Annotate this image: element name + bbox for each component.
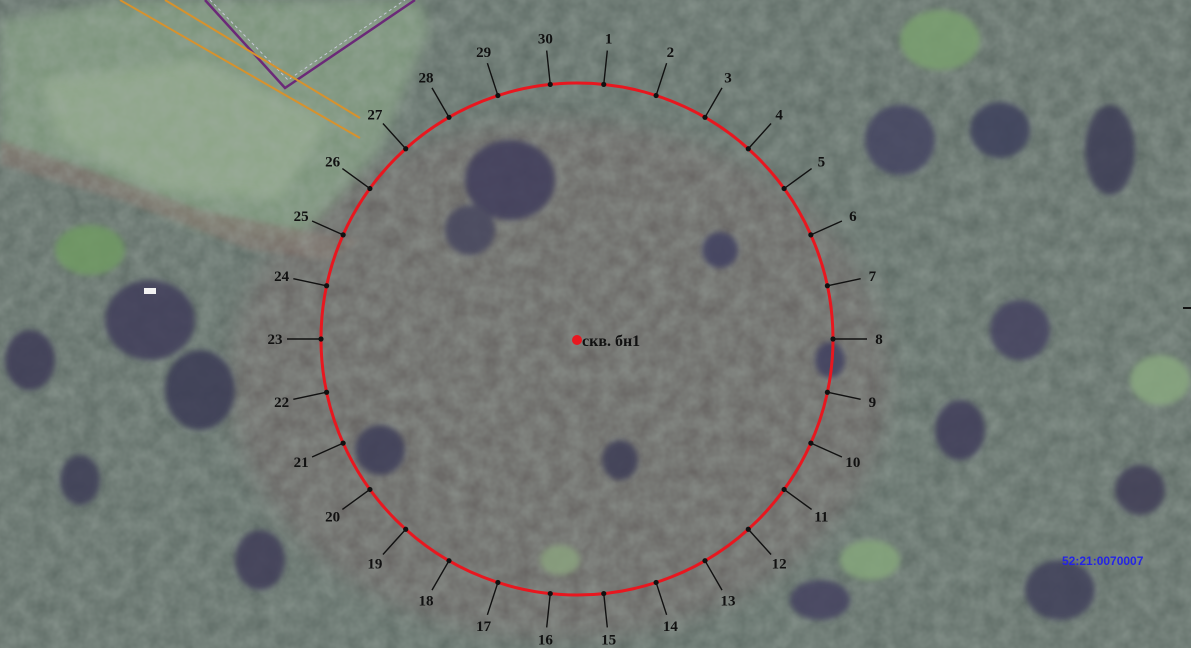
well-marker: скв. бн1 [572, 333, 640, 350]
point-leader-line [545, 593, 551, 628]
point-leader-line [827, 391, 861, 400]
point-leader-line [486, 62, 499, 96]
point-leader-line [341, 167, 371, 190]
boundary-point [601, 590, 607, 597]
boundary-point-label: 1 [605, 32, 613, 48]
boundary-point-label: 4 [775, 108, 783, 124]
boundary-point [781, 486, 787, 493]
boundary-point-label: 11 [814, 510, 828, 526]
boundary-point-label: 2 [667, 45, 675, 61]
white-marker [144, 288, 156, 294]
boundary-point-label: 5 [818, 154, 826, 170]
point-leader-line [293, 391, 327, 400]
well-point-icon [572, 335, 582, 345]
boundary-point [340, 232, 346, 238]
boundary-point [653, 92, 659, 99]
point-leader-line [293, 278, 327, 287]
boundary-point [653, 579, 659, 586]
boundary-point-label: 12 [772, 556, 787, 572]
point-leader-line [603, 50, 609, 85]
boundary-point [367, 185, 373, 192]
boundary-point-label: 7 [869, 269, 877, 285]
boundary-point-label: 23 [268, 332, 283, 348]
boundary-point [323, 283, 330, 289]
boundary-point-label: 3 [724, 70, 732, 86]
boundary-point [403, 146, 409, 152]
boundary-point [830, 336, 836, 342]
boundary-point [808, 232, 814, 238]
point-leader-line [431, 87, 450, 118]
point-leader-line [747, 123, 772, 150]
point-leader-line [704, 560, 723, 591]
parcel-boundaries [119, 0, 416, 139]
boundary-point-label: 20 [325, 510, 340, 526]
boundary-point [367, 486, 373, 493]
boundary-point [318, 336, 324, 342]
point-leader-line [486, 582, 499, 616]
parcel-id-label: 52:21:0070007 [1062, 554, 1144, 568]
boundary-point-label: 25 [294, 209, 309, 225]
boundary-point-label: 28 [419, 70, 434, 86]
boundary-point-label: 19 [367, 556, 382, 572]
boundary-point [702, 558, 708, 564]
point-leader-line [810, 442, 843, 458]
point-leader-line [431, 560, 450, 591]
point-leader-line [783, 167, 813, 190]
boundary-point [403, 526, 409, 532]
point-leader-line [382, 123, 407, 150]
boundary-point [340, 440, 346, 446]
boundary-point-label: 15 [601, 632, 616, 648]
boundary-point [446, 558, 452, 564]
boundary-point-label: 14 [663, 619, 679, 635]
boundary-point [547, 81, 553, 88]
boundary-point [547, 590, 553, 597]
point-leader-line [311, 442, 344, 458]
boundary-point [781, 185, 787, 192]
point-leader-line [655, 62, 668, 96]
point-leader-line [545, 50, 551, 85]
boundary-point [745, 526, 751, 532]
boundary-point-label: 18 [419, 594, 434, 610]
boundary-point-label: 10 [845, 455, 860, 471]
point-leader-line [810, 220, 843, 236]
boundary-point-label: 8 [875, 332, 883, 348]
boundary-point [323, 389, 330, 395]
point-leader-line [783, 488, 813, 511]
boundary-point-label: 30 [538, 32, 553, 48]
point-leader-line [311, 220, 344, 236]
boundary-points: 1234567891011121314151617181920212223242… [268, 32, 883, 648]
point-leader-line [341, 488, 371, 511]
point-leader-line [382, 528, 407, 555]
boundary-point-label: 13 [721, 594, 736, 610]
boundary-point [495, 579, 501, 586]
boundary-point [446, 114, 452, 120]
point-leader-line [704, 87, 723, 118]
boundary-point-label: 16 [538, 632, 554, 648]
point-leader-line [655, 582, 668, 616]
boundary-point-label: 29 [476, 45, 491, 61]
point-leader-line [747, 528, 772, 555]
boundary-point [745, 146, 751, 152]
boundary-point-label: 26 [325, 154, 341, 170]
boundary-point [824, 283, 831, 289]
boundary-point-label: 9 [869, 395, 877, 411]
boundary-point [601, 81, 607, 88]
boundary-point-label: 27 [367, 108, 383, 124]
boundary-point [495, 92, 501, 99]
boundary-point [702, 114, 708, 120]
boundary-point-label: 22 [274, 395, 289, 411]
well-label: скв. бн1 [582, 333, 640, 350]
boundary-point [824, 389, 831, 395]
boundary-point-label: 17 [476, 619, 492, 635]
point-leader-line [603, 593, 609, 628]
point-leader-line [827, 278, 861, 287]
boundary-point-label: 24 [274, 269, 290, 285]
boundary-point-label: 21 [294, 455, 309, 471]
boundary-point-label: 6 [849, 209, 857, 225]
boundary-point [808, 440, 814, 446]
